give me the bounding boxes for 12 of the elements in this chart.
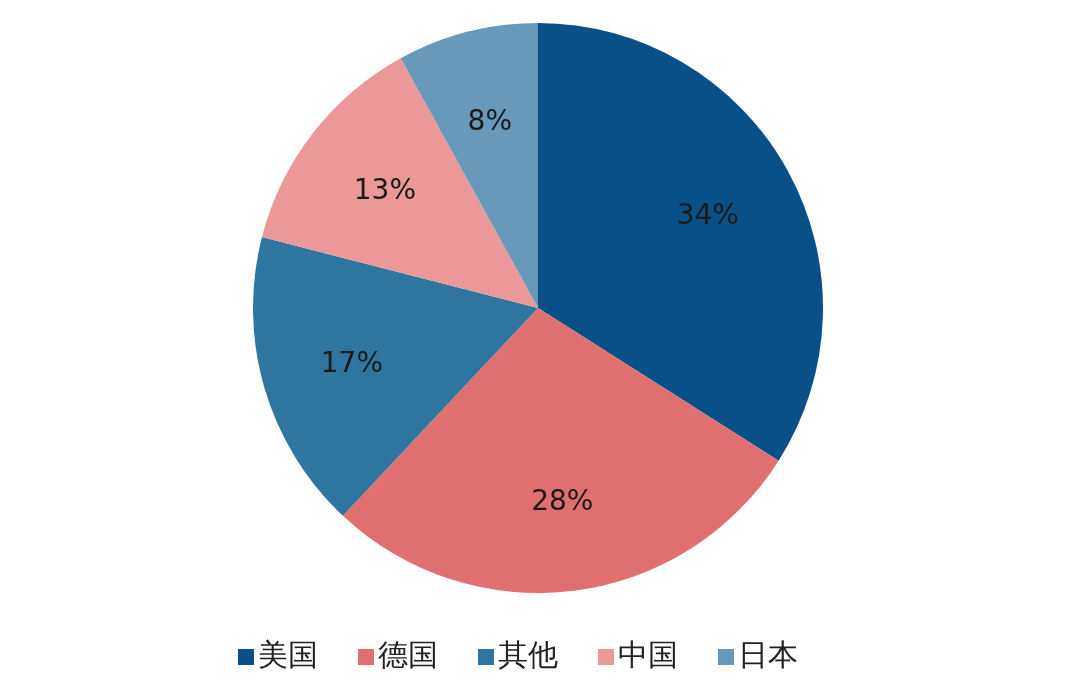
pie-slice <box>538 23 823 461</box>
legend-label: 德国 <box>378 637 438 672</box>
legend-label: 美国 <box>258 637 318 672</box>
data-label: 13% <box>353 172 416 206</box>
data-label: 17% <box>320 345 384 379</box>
data-label: 8% <box>467 103 513 137</box>
legend-label: 中国 <box>618 637 678 672</box>
legend-label: 其他 <box>498 637 558 672</box>
pie-slice <box>261 58 538 308</box>
legend-label: 日本 <box>738 637 798 672</box>
data-label: 28% <box>531 483 594 517</box>
data-label: 34% <box>676 198 739 232</box>
